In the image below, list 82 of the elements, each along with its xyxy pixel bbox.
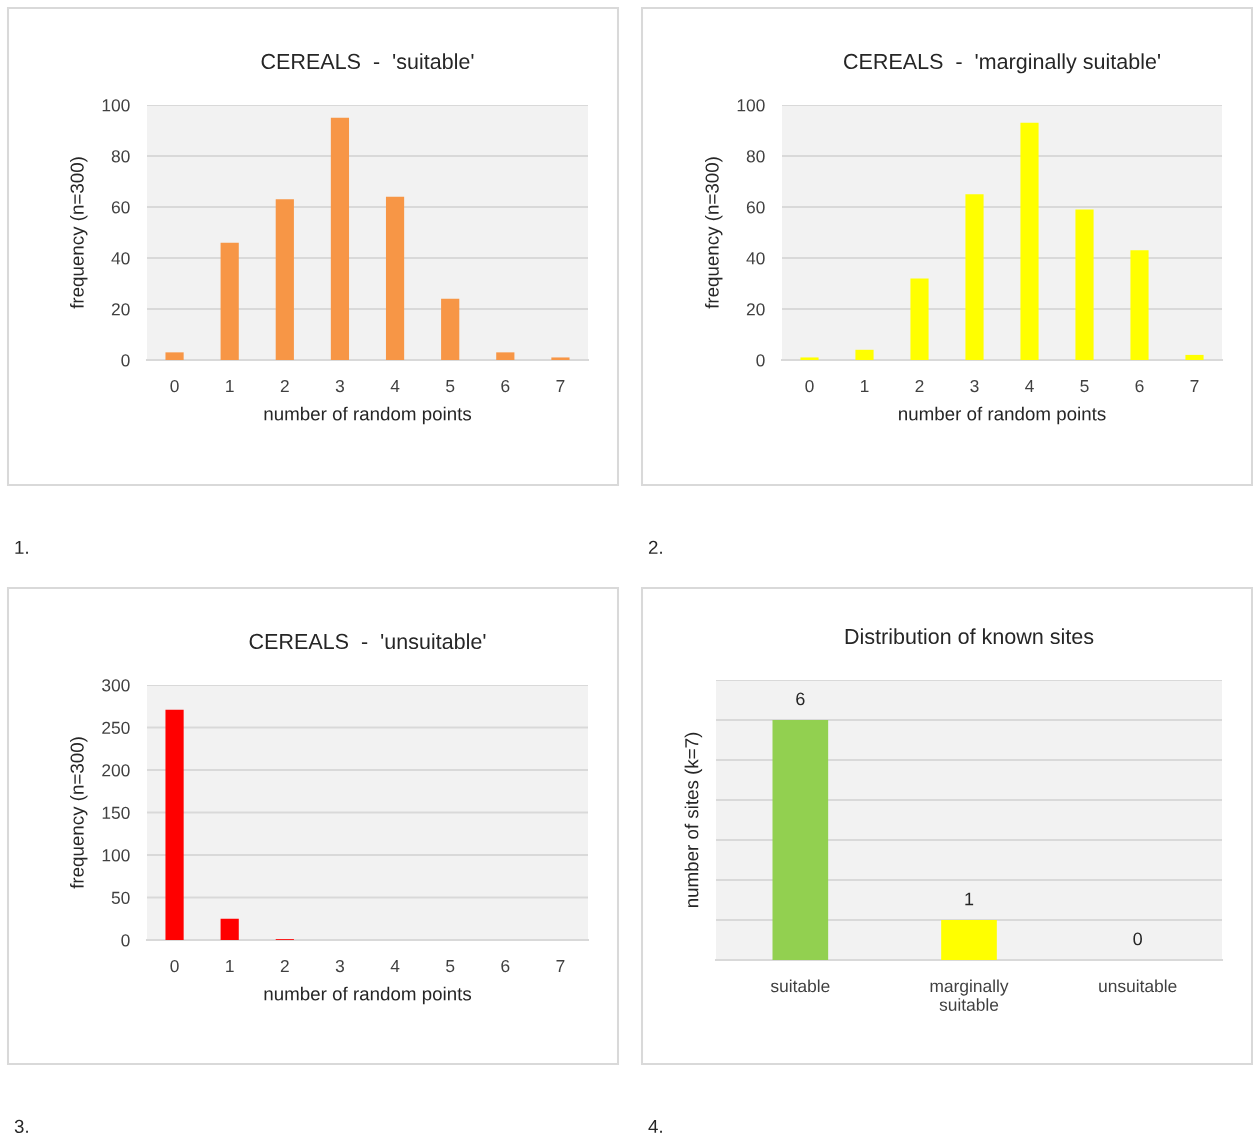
bar [965, 194, 984, 360]
bar [165, 352, 184, 360]
bar [496, 352, 515, 360]
x-tick-label: marginally suitable [930, 979, 1009, 1011]
x-tick-label: 1 [861, 380, 869, 393]
x-tick-label: 6 [1135, 379, 1144, 393]
y-axis-title: frequency (n=300) [705, 157, 723, 309]
y-tick-label: 80 [111, 150, 130, 163]
x-axis-title: number of random points [899, 406, 1106, 425]
x-tick-label: 7 [556, 380, 565, 393]
bar [330, 117, 350, 360]
x-tick-label: 5 [1080, 380, 1089, 393]
y-tick-label: 100 [102, 99, 130, 112]
x-tick-label: 2 [280, 959, 289, 973]
data-label: 6 [796, 692, 805, 706]
bar [275, 199, 294, 360]
x-tick-label: 5 [446, 380, 455, 393]
x-tick-label: 6 [501, 959, 510, 973]
x-tick-label: 5 [446, 960, 455, 973]
x-tick-label: 3 [335, 379, 344, 393]
y-tick-label: 50 [111, 891, 130, 904]
x-tick-label: 0 [805, 379, 814, 393]
x-tick-label: 7 [556, 960, 565, 973]
y-axis-title: frequency (n=300) [70, 157, 88, 309]
text: 4. [648, 1119, 662, 1133]
bar [800, 357, 819, 360]
y-tick-label: 0 [121, 934, 130, 947]
x-tick-label: 0 [170, 379, 179, 393]
x-tick-label: suitable [770, 979, 830, 993]
bar [1020, 122, 1039, 360]
y-tick-label: 40 [111, 252, 130, 265]
y-axis-title: frequency (n=300) [70, 737, 88, 889]
y-tick-label: 100 [102, 849, 130, 862]
y-tick-label: 20 [111, 303, 130, 316]
x-tick-label: 2 [915, 379, 924, 393]
y-tick-label: 300 [102, 679, 130, 692]
chart-title: Distribution of known sites [845, 628, 1094, 645]
x-tick-label: 3 [335, 959, 344, 973]
bar [1185, 354, 1204, 360]
x-tick-label: 6 [501, 379, 510, 393]
x-tick-label: 3 [970, 379, 979, 393]
x-tick-label: 7 [1190, 380, 1199, 393]
bar [1075, 209, 1094, 360]
y-tick-label: 80 [746, 150, 765, 163]
y-tick-label: 40 [746, 252, 765, 265]
x-tick-label: unsuitable [1099, 979, 1177, 993]
y-tick-label: 200 [102, 764, 130, 777]
chart-title: CEREALS - 'marginally suitable' [844, 53, 1160, 74]
text: 1. [15, 540, 28, 554]
x-tick-label: 0 [170, 959, 179, 973]
y-tick-label: 100 [737, 99, 765, 112]
bar [220, 918, 239, 940]
x-tick-label: 4 [390, 960, 400, 973]
bar [855, 349, 874, 360]
y-axis-title: number of sites (k=7) [684, 732, 703, 908]
y-tick-label: 150 [102, 806, 130, 819]
x-tick-label: 2 [280, 379, 289, 393]
bar [910, 278, 929, 360]
bar [220, 242, 239, 360]
y-tick-label: 60 [111, 201, 130, 214]
text: 2. [648, 540, 662, 554]
y-tick-label: 0 [121, 354, 130, 367]
x-tick-label: 1 [226, 960, 234, 973]
text: 3. [14, 1119, 28, 1134]
bar [385, 196, 405, 360]
chart-title: CEREALS - 'unsuitable' [249, 633, 486, 650]
x-tick-label: 1 [226, 380, 234, 393]
bar [1130, 250, 1149, 360]
bar [441, 298, 460, 360]
bar [165, 709, 184, 940]
y-tick-label: 20 [746, 303, 765, 316]
x-tick-label: 4 [390, 380, 400, 393]
x-axis-title: number of random points [264, 986, 472, 1005]
bar [551, 357, 570, 360]
y-tick-label: 60 [746, 201, 765, 214]
x-axis-title: number of random points [264, 406, 472, 425]
y-tick-label: 250 [102, 721, 130, 734]
chart-title: CEREALS - 'suitable' [261, 53, 474, 70]
x-tick-label: 4 [1025, 380, 1034, 393]
data-label: 0 [1133, 932, 1142, 946]
y-tick-label: 0 [756, 354, 765, 367]
data-label: 1 [965, 892, 974, 906]
